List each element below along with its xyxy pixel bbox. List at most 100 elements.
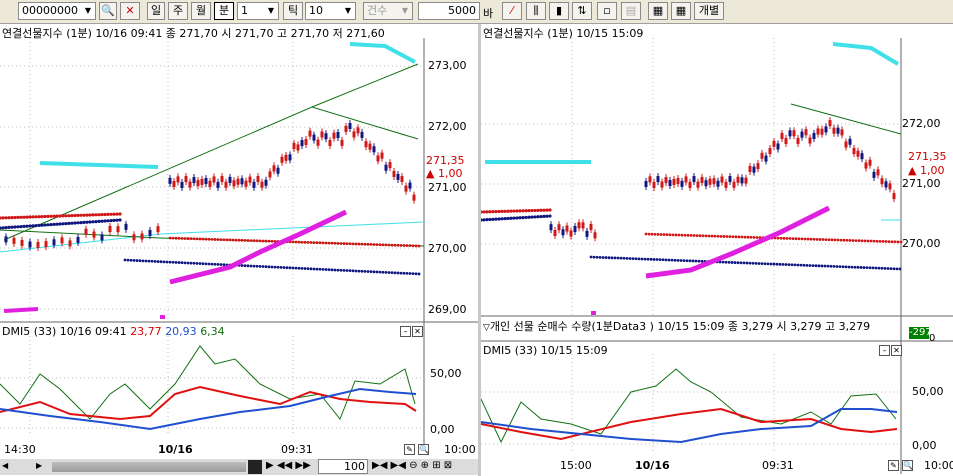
right-candle	[684, 176, 688, 183]
left-scroll-bar[interactable]: ◀ ▶ ▶ ◀◀ ▶▶ 100 ▶◀ ▶◀ ⊖ ⊕ ⊞ ⊠	[0, 459, 478, 475]
right-blue-dots	[503, 217, 507, 221]
edit-icon[interactable]: ✎	[888, 460, 899, 471]
individual-button[interactable]: 개별	[694, 2, 724, 20]
period-week-button[interactable]: 주	[168, 2, 188, 20]
right-blue-dots	[793, 263, 797, 267]
line-chart-icon[interactable]: ⁄	[502, 2, 522, 20]
left-price-chart	[0, 38, 478, 454]
right-blue-dots	[877, 266, 881, 270]
code-input[interactable]: 00000000 ▼	[18, 2, 96, 20]
left-blue-dots	[354, 269, 358, 273]
right-red-dots	[686, 233, 690, 237]
right-blue-dots	[625, 256, 629, 260]
right-candle	[748, 166, 752, 173]
bar-chart-icon[interactable]: ⫼	[526, 2, 546, 20]
right-x-tick: 09:31	[762, 459, 794, 472]
right-red-dots	[842, 238, 846, 242]
grid-icon[interactable]: ▦	[671, 2, 691, 20]
scroll-track[interactable]	[52, 462, 246, 472]
right-red-dots	[791, 237, 795, 241]
left-blue-dots	[366, 270, 370, 273]
right-blue-dots	[844, 265, 848, 269]
updown-arrow-icon[interactable]: ⇅	[572, 2, 592, 20]
left-red-dots	[109, 212, 113, 216]
right-red-dots	[866, 239, 870, 243]
period-month-button[interactable]: 월	[191, 2, 211, 20]
scroll-thumb[interactable]	[248, 460, 262, 474]
right-red-dots	[497, 209, 501, 214]
left-candle	[4, 236, 8, 243]
minimize-icon[interactable]: –	[400, 326, 411, 337]
right-blue-dots	[536, 215, 540, 219]
close-icon[interactable]: ✕	[891, 345, 902, 356]
left-blue-dots	[219, 263, 223, 266]
scroll-right-icon[interactable]: ▶	[36, 461, 43, 470]
right-red-dots	[836, 238, 840, 242]
right-blue-dots	[883, 266, 887, 270]
left-chart-panel: 연결선물지수 (1분) 10/16 09:41 종 271,70 시 271,7…	[0, 24, 478, 476]
right-blue-dots	[595, 255, 599, 259]
chevron-down-icon[interactable]: ▼	[344, 6, 352, 15]
period-day-button[interactable]: 일	[147, 2, 165, 20]
left-candle	[224, 181, 228, 188]
left-blue-dots	[67, 221, 71, 225]
left-red-dots	[225, 238, 229, 242]
right-red-dots	[533, 208, 537, 213]
left-price-now: 271,35	[426, 154, 465, 167]
right-red-dots	[482, 210, 486, 214]
right-candle	[549, 224, 553, 231]
minimize-icon[interactable]: –	[879, 345, 890, 356]
chevron-down-icon[interactable]: ▼	[401, 6, 409, 15]
left-blue-dots	[357, 269, 361, 273]
tick-button[interactable]: 틱	[283, 2, 303, 20]
left-candle	[356, 127, 360, 134]
right-candle	[577, 222, 581, 229]
zoom-nav-icons[interactable]: ▶◀ ▶◀ ⊖ ⊕ ⊞ ⊠	[372, 460, 453, 471]
zoom-input[interactable]: 100	[318, 459, 368, 474]
scroll-left-icon[interactable]: ◀	[2, 461, 9, 470]
right-candle	[764, 155, 768, 162]
interval-select[interactable]: 1 ▼	[237, 2, 279, 20]
page-icon[interactable]: ▫	[597, 2, 617, 20]
left-blue-dots	[372, 270, 376, 274]
print-icon[interactable]: ▤	[621, 2, 641, 20]
volume-bars-icon[interactable]: ▮	[549, 2, 569, 20]
search-clear-icon[interactable]: ✕	[120, 2, 140, 20]
right-red-dots	[692, 234, 696, 237]
right-candle	[752, 166, 756, 173]
close-icon[interactable]: ✕	[412, 326, 423, 337]
right-candle	[652, 181, 656, 188]
left-blue-dots	[312, 267, 316, 271]
right-red-dots	[743, 235, 747, 239]
right-red-dots	[779, 236, 783, 240]
right-blue-dots	[539, 214, 543, 219]
left-candle	[156, 226, 160, 233]
left-red-dots	[183, 237, 187, 240]
search-icon[interactable]: 🔍	[99, 2, 117, 20]
expand-icon[interactable]: ▽	[483, 323, 490, 333]
count-select[interactable]: 건수 ▼	[363, 2, 413, 20]
left-red-dots	[315, 241, 319, 245]
left-candle	[352, 131, 356, 138]
tick-select[interactable]: 10 ▼	[305, 2, 356, 20]
panel-divider[interactable]	[478, 24, 481, 476]
left-blue-dots	[309, 267, 313, 271]
zoom-icon[interactable]: 🔍	[902, 460, 913, 471]
edit-icon[interactable]: ✎	[404, 444, 415, 455]
right-candle	[648, 176, 652, 183]
right-dmi-red	[481, 407, 898, 441]
right-candle	[581, 222, 585, 229]
count-input[interactable]: 5000	[418, 2, 480, 20]
left-blue-dots	[267, 265, 271, 269]
chevron-down-icon[interactable]: ▼	[84, 6, 92, 15]
right-red-dots	[755, 236, 759, 239]
right-red-dots	[659, 233, 663, 236]
period-minute-button[interactable]: 분	[214, 2, 234, 20]
scroll-nav-icons[interactable]: ▶ ◀◀ ▶▶	[266, 460, 311, 471]
left-red-dots	[306, 241, 310, 244]
document-icon[interactable]: ▦	[648, 2, 668, 20]
right-red-dots	[782, 236, 786, 240]
zoom-icon[interactable]: 🔍	[418, 444, 429, 455]
right-candle	[808, 137, 812, 144]
chevron-down-icon[interactable]: ▼	[267, 6, 275, 15]
